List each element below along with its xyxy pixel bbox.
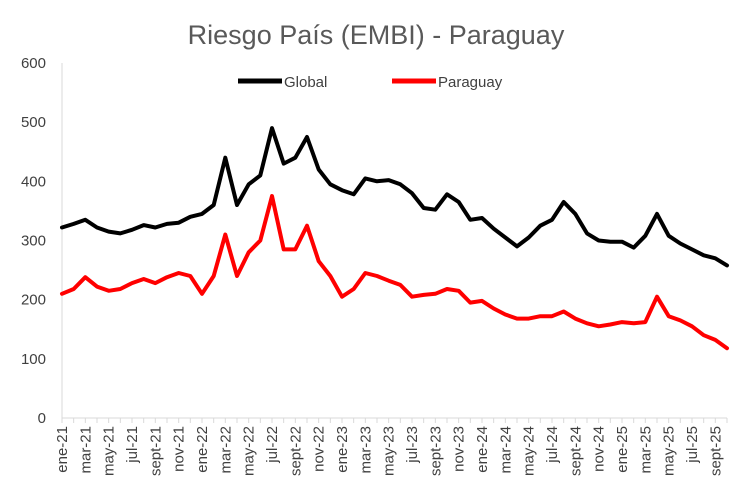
x-tick-label: mar-21 bbox=[77, 426, 94, 474]
x-tick-label: jul-21 bbox=[124, 426, 141, 464]
series-line-paraguay bbox=[60, 194, 729, 351]
x-tick-label: ene-21 bbox=[54, 426, 71, 473]
series-layer bbox=[60, 126, 729, 351]
x-tick-label: may-23 bbox=[381, 426, 398, 476]
y-tick-label: 100 bbox=[21, 351, 46, 368]
x-tick-label: may-22 bbox=[241, 426, 258, 476]
x-tick-label: jul-25 bbox=[684, 426, 701, 464]
x-tick-label: jul-22 bbox=[264, 426, 281, 464]
x-tick-label: sept-21 bbox=[147, 426, 164, 476]
y-tick-label: 500 bbox=[21, 114, 46, 131]
series-line-global bbox=[60, 126, 729, 268]
x-tick-label: nov-23 bbox=[451, 426, 468, 472]
y-tick-label: 200 bbox=[21, 292, 46, 309]
y-tick-label: 400 bbox=[21, 173, 46, 190]
x-tick-label: sept-22 bbox=[287, 426, 304, 476]
x-tick-label: ene-22 bbox=[194, 426, 211, 473]
x-tick-label: ene-24 bbox=[474, 426, 491, 473]
x-axis: ene-21 mar-21 may-21 jul-21 sept-21 nov-21 ene… bbox=[54, 417, 728, 476]
x-tick-label: jul-24 bbox=[544, 426, 561, 464]
x-tick-label: nov-22 bbox=[311, 426, 328, 472]
x-tick-label: may-24 bbox=[521, 426, 538, 476]
x-tick-label: jul-23 bbox=[404, 426, 421, 464]
x-tick-label: ene-23 bbox=[334, 426, 351, 473]
y-axis: 0 100 200 300 400 500 600 bbox=[21, 55, 63, 427]
x-tick-label: ene-25 bbox=[614, 426, 631, 473]
legend-label-global: Global bbox=[284, 74, 327, 91]
x-tick-label: mar-25 bbox=[637, 426, 654, 474]
y-tick-label: 0 bbox=[38, 410, 46, 427]
x-tick-label: nov-24 bbox=[591, 426, 608, 472]
y-tick-label: 300 bbox=[21, 233, 46, 250]
chart-title: Riesgo País (EMBI) - Paraguay bbox=[188, 20, 565, 50]
x-tick-label: may-25 bbox=[661, 426, 678, 476]
x-tick-label: mar-23 bbox=[357, 426, 374, 474]
x-tick-label: sept-25 bbox=[707, 426, 724, 476]
x-tick-label: sept-23 bbox=[427, 426, 444, 476]
x-tick-label: sept-24 bbox=[567, 426, 584, 476]
x-tick-label: mar-24 bbox=[497, 426, 514, 474]
legend-label-paraguay: Paraguay bbox=[438, 74, 503, 91]
y-tick-label: 600 bbox=[21, 55, 46, 72]
legend: Global Paraguay bbox=[238, 74, 503, 91]
x-tick-label: nov-21 bbox=[171, 426, 188, 472]
x-tick-label: may-21 bbox=[101, 426, 118, 476]
x-tick-label: mar-22 bbox=[217, 426, 234, 474]
